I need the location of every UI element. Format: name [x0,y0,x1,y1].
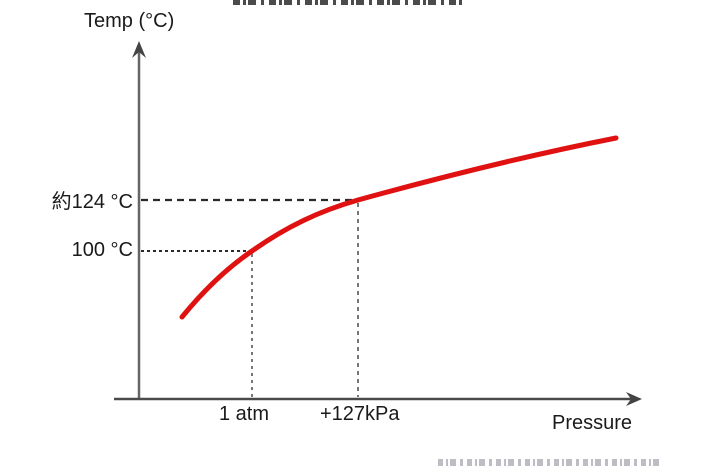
y-tick-label-100c: 100 °C [71,239,133,261]
x-tick-label-1atm: 1 atm [219,403,270,425]
cropped-title-text [233,0,463,5]
x-tick-label-127kpa: +127kPa [320,403,400,425]
y-tick-label-124c: 約124 °C [51,191,133,213]
boiling-point-curve [179,135,619,320]
y-axis-title: Temp (°C) [84,10,175,32]
x-axis-title: Pressure [552,412,633,434]
y-axis-arrowhead-icon [132,41,146,58]
x-axis-arrowhead-icon [626,392,642,406]
cropped-caption-text [438,459,660,466]
